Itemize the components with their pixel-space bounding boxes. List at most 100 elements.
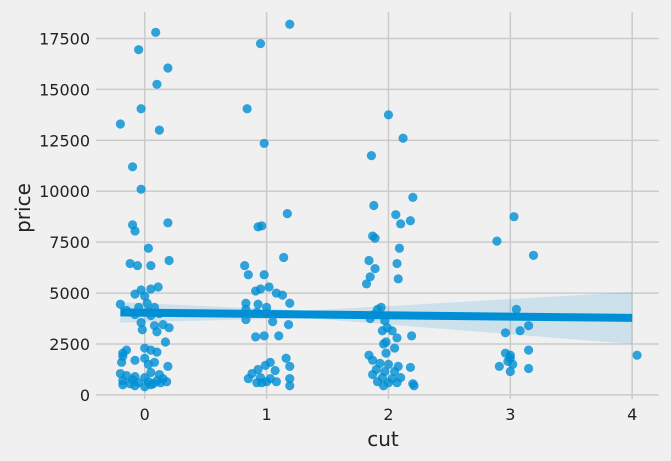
y-tick-label: 5000 bbox=[49, 284, 90, 303]
data-point bbox=[396, 219, 405, 228]
x-tick-label: 4 bbox=[627, 405, 637, 424]
data-point bbox=[244, 374, 253, 383]
data-point bbox=[362, 279, 371, 288]
data-point bbox=[130, 226, 139, 235]
data-point bbox=[140, 382, 149, 391]
data-point bbox=[282, 354, 291, 363]
data-point bbox=[116, 119, 125, 128]
data-point bbox=[529, 251, 538, 260]
data-point bbox=[163, 218, 172, 227]
data-point bbox=[495, 362, 504, 371]
data-point bbox=[407, 331, 416, 340]
x-tick-label: 2 bbox=[383, 405, 393, 424]
y-tick-label: 12500 bbox=[39, 131, 90, 150]
data-point bbox=[165, 323, 174, 332]
data-point bbox=[384, 110, 393, 119]
data-point bbox=[253, 300, 262, 309]
data-point bbox=[392, 378, 401, 387]
data-point bbox=[378, 326, 387, 335]
x-tick-label: 1 bbox=[262, 405, 272, 424]
data-point bbox=[240, 261, 249, 270]
data-point bbox=[392, 333, 401, 342]
data-point bbox=[392, 259, 401, 268]
data-point bbox=[130, 290, 139, 299]
x-tick-label: 0 bbox=[140, 405, 150, 424]
data-point bbox=[152, 80, 161, 89]
data-point bbox=[632, 351, 641, 360]
data-point bbox=[144, 244, 153, 253]
y-tick-label: 15000 bbox=[39, 80, 90, 99]
data-point bbox=[501, 328, 510, 337]
x-tick-label: 3 bbox=[505, 405, 515, 424]
data-point bbox=[151, 28, 160, 37]
data-point bbox=[515, 326, 524, 335]
data-point bbox=[126, 379, 135, 388]
data-point bbox=[136, 104, 145, 113]
data-point bbox=[370, 264, 379, 273]
y-tick-label: 10000 bbox=[39, 182, 90, 201]
data-point bbox=[253, 222, 262, 231]
data-point bbox=[260, 139, 269, 148]
data-point bbox=[243, 104, 252, 113]
data-point bbox=[524, 346, 533, 355]
data-point bbox=[117, 358, 126, 367]
data-point bbox=[379, 339, 388, 348]
data-point bbox=[370, 233, 379, 242]
data-point bbox=[367, 151, 376, 160]
data-point bbox=[408, 193, 417, 202]
data-point bbox=[163, 362, 172, 371]
data-point bbox=[146, 261, 155, 270]
y-tick-label: 7500 bbox=[49, 233, 90, 252]
data-point bbox=[406, 363, 415, 372]
data-point bbox=[406, 216, 415, 225]
data-point bbox=[381, 349, 390, 358]
data-point bbox=[524, 364, 533, 373]
data-point bbox=[390, 343, 399, 352]
data-point bbox=[279, 253, 288, 262]
data-point bbox=[136, 185, 145, 194]
data-point bbox=[161, 337, 170, 346]
data-point bbox=[260, 331, 269, 340]
data-point bbox=[395, 244, 404, 253]
data-point bbox=[283, 209, 292, 218]
y-tick-label: 2500 bbox=[49, 335, 90, 354]
data-point bbox=[264, 282, 273, 291]
y-axis-label: price bbox=[11, 183, 35, 233]
data-point bbox=[165, 256, 174, 265]
data-point bbox=[394, 274, 403, 283]
data-point bbox=[144, 360, 153, 369]
data-point bbox=[138, 325, 147, 334]
data-point bbox=[285, 20, 294, 29]
data-point bbox=[134, 45, 143, 54]
regression-line bbox=[120, 312, 632, 317]
data-point bbox=[369, 201, 378, 210]
data-point bbox=[409, 381, 418, 390]
data-point bbox=[278, 291, 287, 300]
data-point bbox=[364, 256, 373, 265]
data-point bbox=[506, 367, 515, 376]
data-point bbox=[163, 63, 172, 72]
data-point bbox=[128, 162, 137, 171]
data-point bbox=[284, 320, 293, 329]
data-point bbox=[398, 134, 407, 143]
data-point bbox=[256, 284, 265, 293]
data-point bbox=[251, 332, 260, 341]
data-point bbox=[285, 299, 294, 308]
data-point bbox=[260, 270, 269, 279]
data-point bbox=[152, 327, 161, 336]
data-point bbox=[271, 366, 280, 375]
data-point bbox=[130, 356, 139, 365]
regression-line-path bbox=[120, 312, 632, 317]
data-point bbox=[524, 321, 533, 330]
data-point bbox=[274, 331, 283, 340]
data-point bbox=[285, 381, 294, 390]
y-tick-label: 17500 bbox=[39, 29, 90, 48]
data-point bbox=[268, 317, 277, 326]
data-point bbox=[379, 381, 388, 390]
data-point bbox=[391, 210, 400, 219]
data-point bbox=[244, 270, 253, 279]
data-point bbox=[154, 282, 163, 291]
data-point bbox=[133, 261, 142, 270]
